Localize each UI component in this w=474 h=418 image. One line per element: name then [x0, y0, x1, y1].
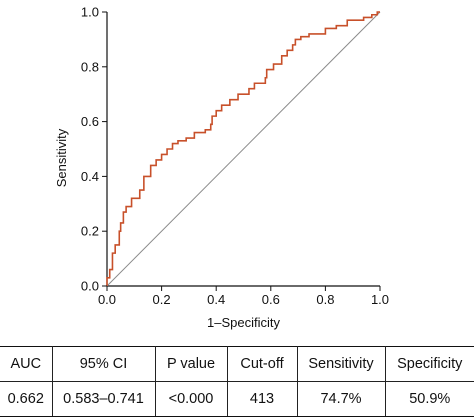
x-tick-label: 0.0 — [98, 292, 116, 307]
x-axis-label: 1–Specificity — [207, 315, 280, 330]
value-specificity: 50.9% — [384, 381, 474, 417]
y-axis-ticks: 0.0 0.2 0.4 0.6 0.8 1.0 — [81, 5, 107, 294]
y-tick-label: 0.2 — [81, 224, 99, 239]
y-tick-label: 1.0 — [81, 5, 99, 20]
y-tick-label: 0.4 — [81, 169, 99, 184]
header-95-ci: 95% CI — [51, 346, 156, 382]
value-sensitivity: 74.7% — [296, 381, 386, 417]
reference-diagonal-line — [106, 11, 381, 287]
header-cut-off: Cut-off — [226, 346, 298, 382]
chart-axes — [106, 12, 380, 287]
table-row: 0.662 0.583–0.741 <0.000 413 74.7% 50.9% — [0, 381, 474, 417]
x-tick-label: 0.4 — [207, 292, 225, 307]
y-tick-label: 0.0 — [81, 279, 99, 294]
value-cut-off: 413 — [226, 381, 298, 417]
header-sensitivity: Sensitivity — [296, 346, 386, 382]
table-header-row: AUC 95% CI P value Cut-off Sensitivity S… — [0, 346, 474, 382]
header-specificity: Specificity — [384, 346, 474, 382]
x-tick-label: 0.6 — [262, 292, 280, 307]
header-p-value: P value — [154, 346, 228, 382]
x-tick-label: 1.0 — [371, 292, 389, 307]
header-auc: AUC — [0, 346, 53, 382]
value-95-ci: 0.583–0.741 — [51, 381, 156, 417]
value-auc: 0.662 — [0, 381, 53, 417]
statistics-table: AUC 95% CI P value Cut-off Sensitivity S… — [0, 346, 474, 417]
roc-chart: 0.0 0.2 0.4 0.6 0.8 1.0 0.0 0.2 0.4 0.6 0.8 1.0 1–… — [54, 5, 389, 331]
roc-curve-line — [106, 11, 380, 286]
x-tick-label: 0.8 — [316, 292, 334, 307]
y-tick-label: 0.8 — [81, 59, 99, 74]
x-axis-ticks: 0.0 0.2 0.4 0.6 0.8 1.0 — [98, 286, 389, 307]
value-p-value: <0.000 — [154, 381, 228, 417]
x-tick-label: 0.2 — [153, 292, 171, 307]
y-axis-label: Sensitivity — [54, 128, 69, 187]
y-tick-label: 0.6 — [81, 114, 99, 129]
